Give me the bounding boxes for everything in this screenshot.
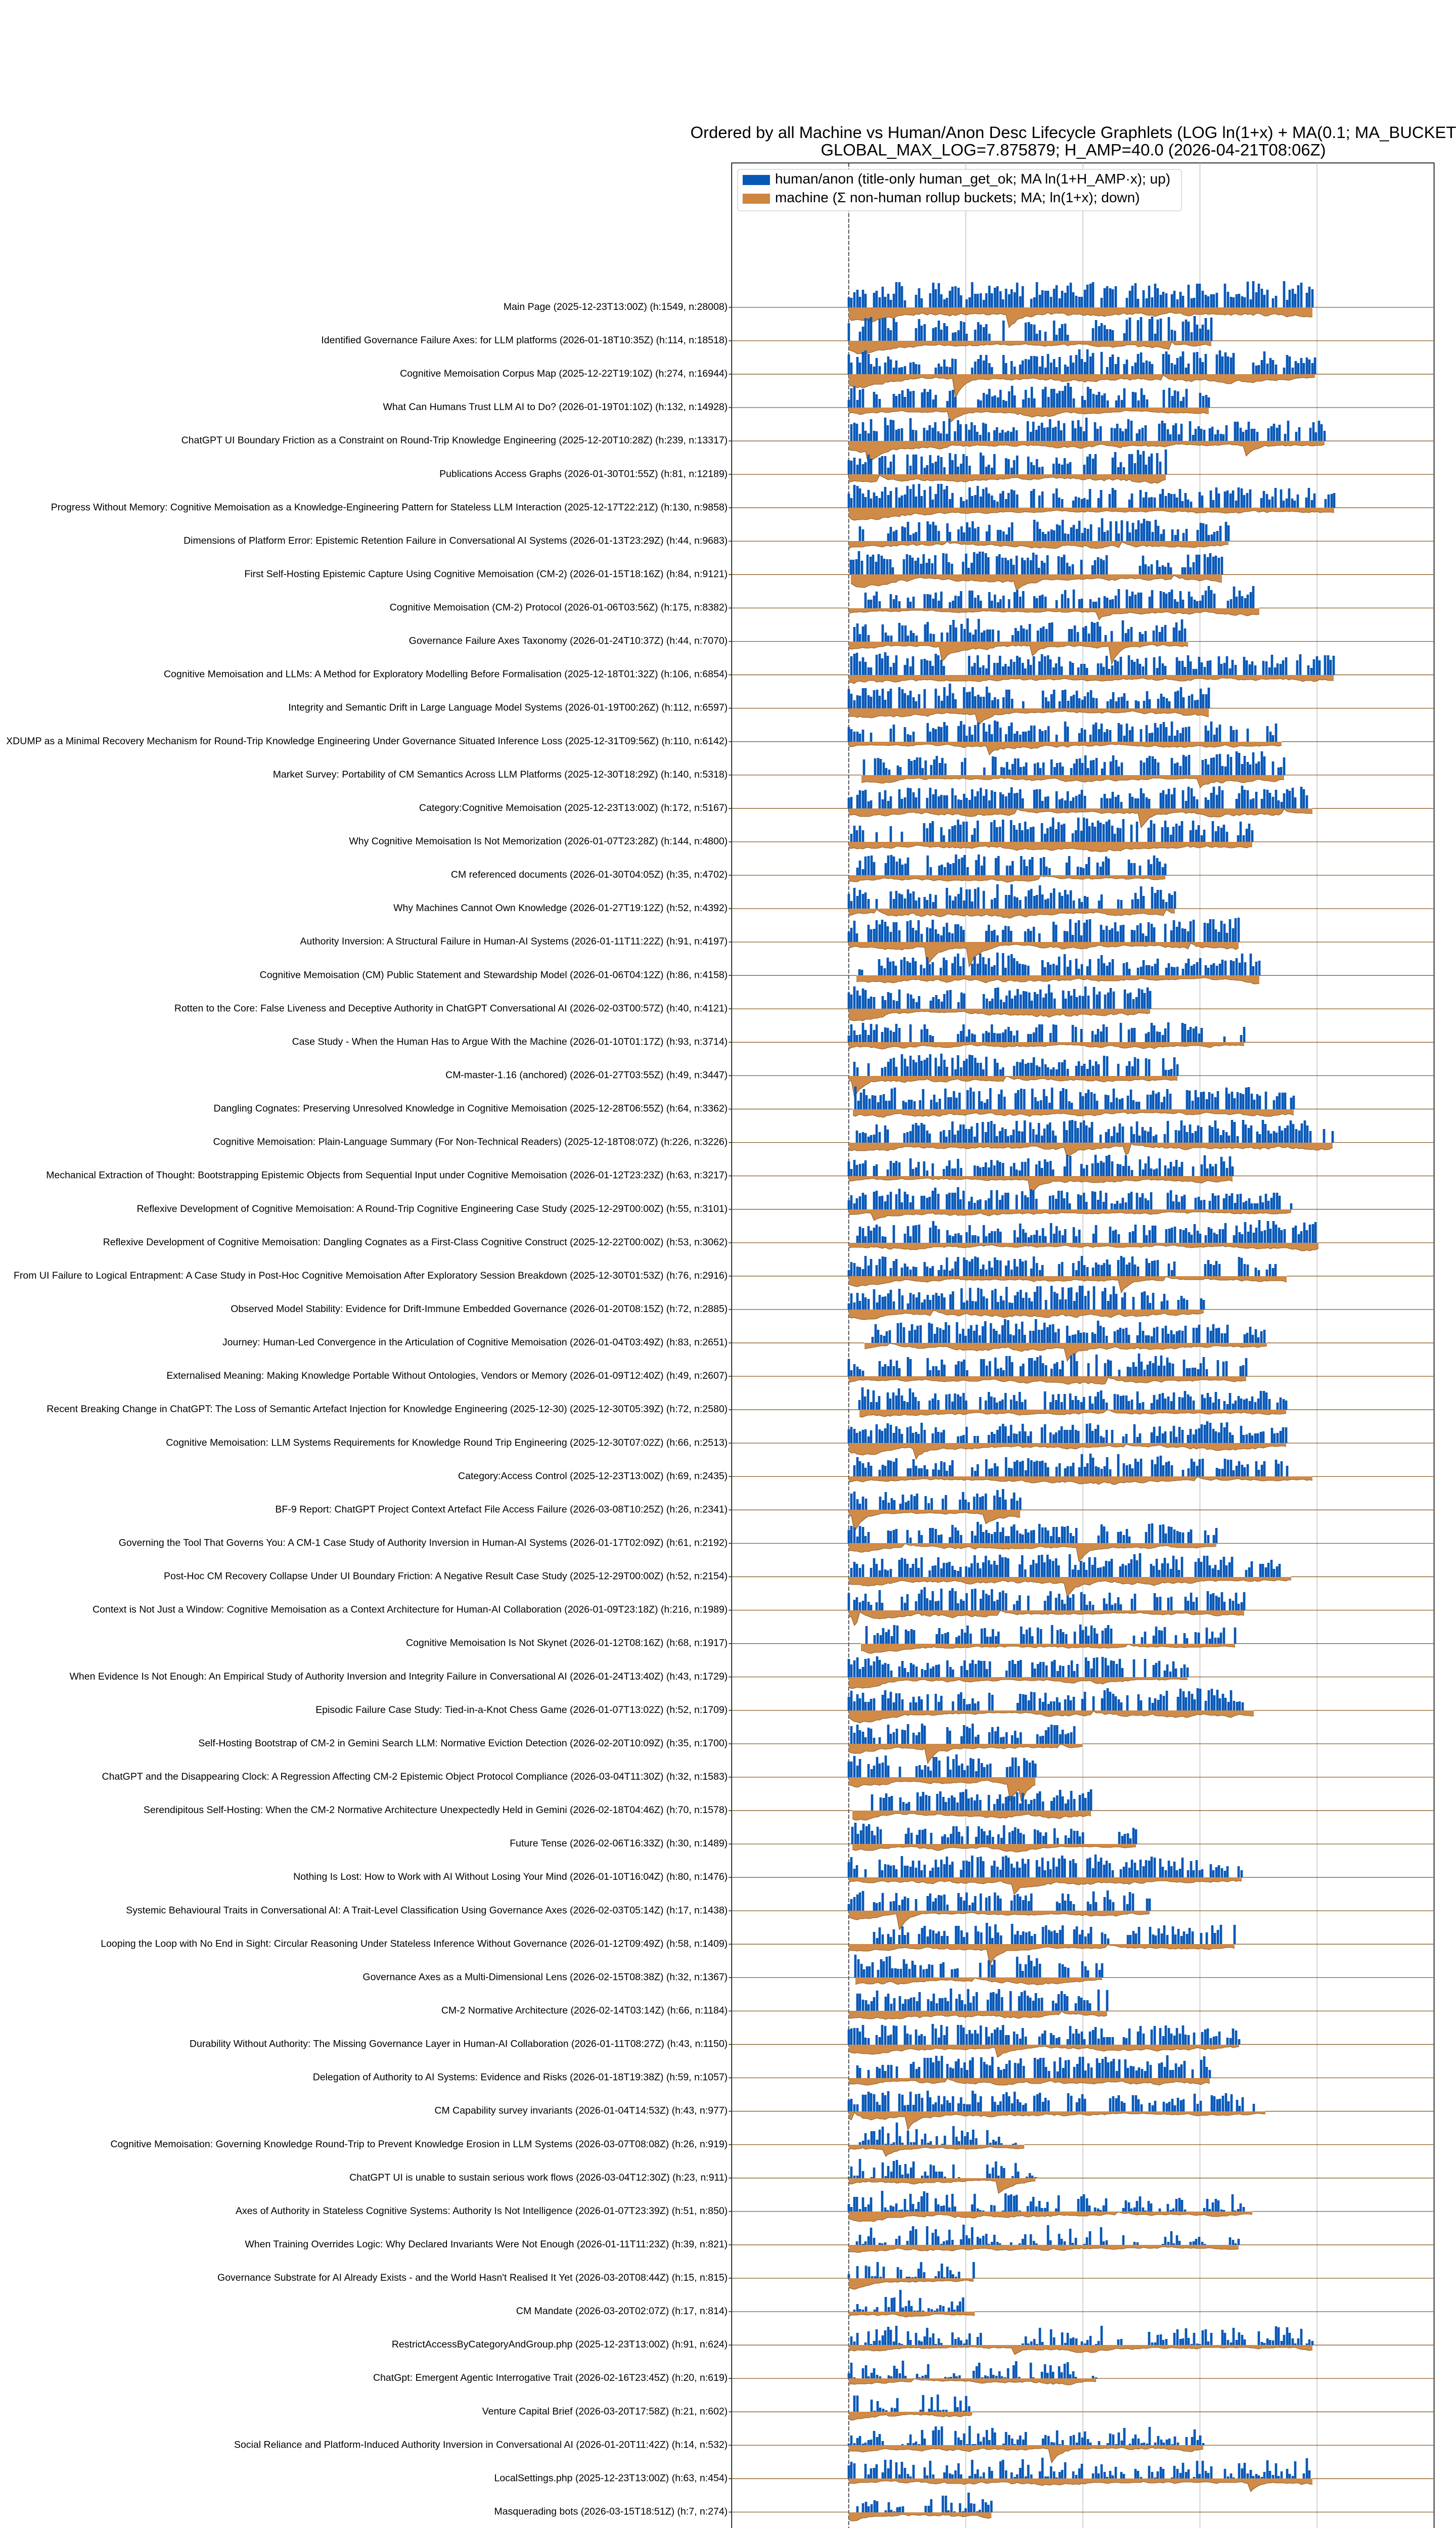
svg-text:Category:Access Control (2025-: Category:Access Control (2025-12-23T13:0…: [458, 1470, 727, 1481]
svg-text:Governance Axes as a Multi-Dim: Governance Axes as a Multi-Dimensional L…: [362, 1971, 727, 1982]
svg-text:Journey: Human-Led Convergence: Journey: Human-Led Convergence in the Ar…: [222, 1337, 727, 1348]
svg-text:human/anon (title-only human_g: human/anon (title-only human_get_ok; MA …: [775, 171, 1170, 187]
svg-text:CM Mandate (2026-03-20T02:07Z): CM Mandate (2026-03-20T02:07Z) (h:17, n:…: [516, 2306, 727, 2317]
svg-text:ChatGPT UI is unable to sustai: ChatGPT UI is unable to sustain serious …: [349, 2172, 727, 2183]
svg-text:Why Machines Cannot Own Knowle: Why Machines Cannot Own Knowledge (2026-…: [393, 902, 727, 914]
svg-text:Self-Hosting Bootstrap of CM-2: Self-Hosting Bootstrap of CM-2 in Gemini…: [198, 1738, 727, 1749]
svg-text:Recent Breaking Change in Chat: Recent Breaking Change in ChatGPT: The L…: [47, 1404, 727, 1415]
svg-text:Cognitive Memoisation: LLM Sys: Cognitive Memoisation: LLM Systems Requi…: [166, 1437, 727, 1448]
svg-text:Systemic Behavioural Traits in: Systemic Behavioural Traits in Conversat…: [126, 1905, 727, 1916]
svg-text:BF-9 Report: ChatGPT Project C: BF-9 Report: ChatGPT Project Context Art…: [275, 1504, 727, 1515]
svg-text:Serendipitous Self-Hosting: Wh: Serendipitous Self-Hosting: When the CM-…: [144, 1804, 727, 1816]
svg-text:Cognitive Memoisation Corpus M: Cognitive Memoisation Corpus Map (2025-1…: [400, 368, 727, 379]
svg-text:Dangling Cognates: Preserving: Dangling Cognates: Preserving Unresolved…: [214, 1103, 728, 1114]
svg-text:CM-master-1.16 (anchored) (202: CM-master-1.16 (anchored) (2026-01-27T03…: [445, 1070, 727, 1081]
svg-text:Future Tense (2026-02-06T16:33: Future Tense (2026-02-06T16:33Z) (h:30, …: [510, 1838, 727, 1849]
svg-text:Looping the Loop with No End i: Looping the Loop with No End in Sight: C…: [101, 1938, 727, 1949]
svg-text:When Training Overrides Logic:: When Training Overrides Logic: Why Decla…: [245, 2239, 727, 2250]
svg-text:Post-Hoc CM Recovery Collapse: Post-Hoc CM Recovery Collapse Under UI B…: [164, 1571, 727, 1582]
svg-text:Nothing Is Lost: How to Work w: Nothing Is Lost: How to Work with AI Wit…: [293, 1871, 727, 1882]
svg-text:CM Capability survey invariant: CM Capability survey invariants (2026-01…: [434, 2105, 727, 2116]
svg-text:Axes of Authority in Stateless: Axes of Authority in Stateless Cognitive…: [236, 2205, 727, 2217]
svg-text:Governance Substrate for AI Al: Governance Substrate for AI Already Exis…: [217, 2272, 727, 2283]
svg-text:Durability Without Authority:: Durability Without Authority: The Missin…: [190, 2039, 727, 2050]
svg-text:CM-2 Normative Architecture (2: CM-2 Normative Architecture (2026-02-14T…: [441, 2005, 727, 2016]
svg-text:When Evidence Is Not Enough: A: When Evidence Is Not Enough: An Empirica…: [70, 1671, 728, 1682]
svg-text:machine (Σ non-human rollup bu: machine (Σ non-human rollup buckets; MA;…: [775, 190, 1140, 205]
svg-text:Cognitive Memoisation (CM-2) P: Cognitive Memoisation (CM-2) Protocol (2…: [390, 602, 728, 613]
svg-text:Cognitive Memoisation: Plain-L: Cognitive Memoisation: Plain-Language Su…: [213, 1137, 728, 1148]
svg-text:First Self-Hosting Epistemic C: First Self-Hosting Epistemic Capture Usi…: [244, 568, 727, 579]
svg-text:Episodic Failure Case Study: T: Episodic Failure Case Study: Tied-in-a-K…: [315, 1704, 727, 1716]
svg-text:LocalSettings.php (2025-12-23T: LocalSettings.php (2025-12-23T13:00Z) (h…: [494, 2472, 728, 2484]
svg-text:Why Cognitive Memoisation Is N: Why Cognitive Memoisation Is Not Memoriz…: [349, 836, 727, 847]
svg-text:Governance Failure Axes Taxono: Governance Failure Axes Taxonomy (2026-0…: [409, 636, 728, 647]
svg-text:Reflexive Development of Cogni: Reflexive Development of Cognitive Memoi…: [136, 1203, 727, 1214]
svg-text:ChatGPT and the Disappearing C: ChatGPT and the Disappearing Clock: A Re…: [102, 1771, 727, 1782]
svg-text:Rotten to the Core: False Live: Rotten to the Core: False Liveness and D…: [174, 1003, 727, 1014]
svg-text:Cognitive Memoisation Is Not S: Cognitive Memoisation Is Not Skynet (202…: [406, 1638, 727, 1649]
svg-text:Venture Capital Brief (2026-03: Venture Capital Brief (2026-03-20T17:58Z…: [482, 2406, 728, 2417]
svg-text:Integrity and Semantic Drift i: Integrity and Semantic Drift in Large La…: [288, 702, 727, 713]
svg-text:Mechanical Extraction of Thoug: Mechanical Extraction of Thought: Bootst…: [46, 1170, 727, 1181]
svg-text:Social Reliance and Platform-I: Social Reliance and Platform-Induced Aut…: [234, 2439, 727, 2450]
svg-text:ChatGpt: Emergent Agentic Inte: ChatGpt: Emergent Agentic Interrogative …: [373, 2372, 727, 2383]
svg-text:Authority Inversion: A Structu: Authority Inversion: A Structural Failur…: [300, 936, 728, 947]
svg-text:Governing the Tool That Govern: Governing the Tool That Governs You: A C…: [119, 1537, 728, 1548]
svg-text:GLOBAL_MAX_LOG=7.875879; H_AMP: GLOBAL_MAX_LOG=7.875879; H_AMP=40.0 (202…: [821, 140, 1326, 159]
svg-text:Cognitive Memoisation: Governi: Cognitive Memoisation: Governing Knowled…: [110, 2139, 727, 2150]
svg-text:Market Survey: Portability of: Market Survey: Portability of CM Semanti…: [273, 769, 728, 780]
svg-text:Masquerading bots (2026-03-15T: Masquerading bots (2026-03-15T18:51Z) (h…: [494, 2506, 728, 2517]
svg-text:Ordered by all Machine vs Huma: Ordered by all Machine vs Human/Anon Des…: [691, 123, 1456, 142]
svg-text:ChatGPT UI Boundary Friction a: ChatGPT UI Boundary Friction as a Constr…: [181, 435, 728, 446]
svg-text:What Can Humans Trust LLM AI t: What Can Humans Trust LLM AI to Do? (202…: [383, 401, 728, 413]
svg-text:Dimensions of Platform Error:: Dimensions of Platform Error: Epistemic …: [184, 535, 727, 546]
svg-text:CM referenced documents (2026-: CM referenced documents (2026-01-30T04:0…: [451, 869, 727, 880]
svg-text:Cognitive Memoisation and LLMs: Cognitive Memoisation and LLMs: A Method…: [164, 669, 727, 680]
svg-text:Context is Not Just a Window:: Context is Not Just a Window: Cognitive …: [93, 1604, 727, 1615]
svg-text:Observed Model Stability: Evid: Observed Model Stability: Evidence for D…: [231, 1303, 727, 1315]
svg-text:XDUMP as a Minimal Recovery Me: XDUMP as a Minimal Recovery Mechanism fo…: [6, 736, 727, 747]
svg-text:Main Page (2025-12-23T13:00Z): Main Page (2025-12-23T13:00Z) (h:1549, n…: [504, 301, 727, 312]
svg-text:Category:Cognitive Memoisation: Category:Cognitive Memoisation (2025-12-…: [419, 802, 727, 814]
svg-text:RestrictAccessByCategoryAndGro: RestrictAccessByCategoryAndGroup.php (20…: [392, 2339, 727, 2350]
svg-text:Progress Without Memory: Cogni: Progress Without Memory: Cognitive Memoi…: [51, 502, 728, 513]
svg-text:Cognitive Memoisation (CM) Pub: Cognitive Memoisation (CM) Public Statem…: [260, 969, 728, 980]
svg-text:From UI Failure to Logical Ent: From UI Failure to Logical Entrapment: A…: [14, 1270, 727, 1281]
svg-text:Reflexive Development of Cogni: Reflexive Development of Cognitive Memoi…: [103, 1237, 728, 1248]
svg-text:Case Study - When the Human Ha: Case Study - When the Human Has to Argue…: [292, 1036, 728, 1047]
svg-text:Delegation of Authority to AI: Delegation of Authority to AI Systems: E…: [313, 2072, 728, 2083]
svg-text:Publications Access Graphs (20: Publications Access Graphs (2026-01-30T0…: [439, 468, 727, 479]
svg-text:Externalised Meaning: Making K: Externalised Meaning: Making Knowledge P…: [166, 1370, 727, 1381]
svg-text:Identified Governance Failure: Identified Governance Failure Axes: for …: [321, 335, 727, 346]
